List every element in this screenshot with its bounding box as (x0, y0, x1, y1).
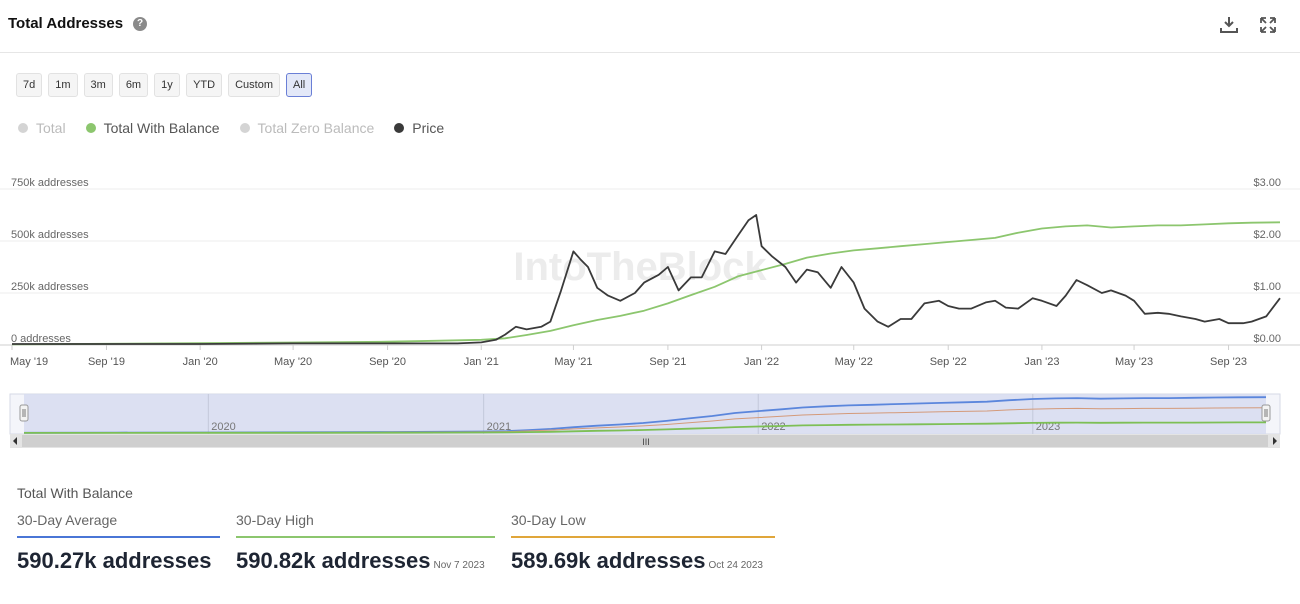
stat-high-value: 590.82k addresses Nov 7 2023 (236, 548, 485, 573)
stat-low-date: Oct 24 2023 (708, 560, 763, 571)
y-right-tick: $2.00 (1253, 229, 1281, 241)
legend-label: Total With Balance (103, 120, 220, 136)
stat-average: 30-Day Average 590.27k addresses (17, 512, 220, 574)
navigator-left-handle[interactable] (19, 404, 29, 422)
navigator-year-label: 2020 (211, 421, 235, 433)
x-tick-label: May '19 (10, 356, 48, 368)
x-tick-label: May '21 (554, 356, 592, 368)
legend-item-total-zero-balance[interactable]: Total Zero Balance (239, 120, 375, 136)
x-tick-label: May '22 (835, 356, 873, 368)
stat-high-label: 30-Day High (236, 512, 495, 538)
card-header: Total Addresses ? (0, 0, 1300, 53)
range-button-all[interactable]: All (286, 73, 313, 97)
range-button-6m[interactable]: 6m (118, 73, 149, 97)
y-left-tick: 250k addresses (11, 281, 89, 293)
legend-item-total[interactable]: Total (18, 120, 66, 136)
stat-low: 30-Day Low 589.69k addresses Oct 24 2023 (511, 512, 775, 574)
y-left-tick: 500k addresses (11, 229, 89, 241)
legend-item-price[interactable]: Price (394, 120, 444, 136)
legend-label: Total (36, 120, 66, 136)
scroll-left-arrow-icon[interactable] (13, 437, 17, 445)
scroll-right-arrow-icon[interactable] (1273, 437, 1277, 445)
x-tick-label: Sep '23 (1210, 356, 1247, 368)
download-icon[interactable] (1218, 14, 1240, 36)
chart-legend: Total Total With Balance Total Zero Balanc… (18, 120, 444, 136)
x-tick-label: Jan '21 (464, 356, 499, 368)
x-tick-label: May '20 (274, 356, 312, 368)
stat-average-value: 590.27k addresses (17, 548, 212, 573)
legend-dot (18, 123, 28, 133)
x-tick-label: Jan '22 (744, 356, 779, 368)
legend-label: Total Zero Balance (257, 120, 375, 136)
navigator-right-handle[interactable] (1261, 404, 1271, 422)
navigator-year-label: 2023 (1036, 421, 1060, 433)
legend-label: Price (412, 120, 445, 136)
stats-title: Total With Balance (17, 485, 133, 501)
range-button-ytd[interactable]: YTD (186, 73, 223, 97)
x-tick-label: Jan '20 (183, 356, 218, 368)
range-button-1y[interactable]: 1y (154, 73, 181, 97)
x-tick-label: Sep '19 (88, 356, 125, 368)
legend-item-total-with-balance[interactable]: Total With Balance (85, 120, 220, 136)
stat-low-label: 30-Day Low (511, 512, 775, 538)
range-button-7d[interactable]: 7d (16, 73, 43, 97)
scrollbar-thumb[interactable] (22, 435, 1268, 447)
watermark-logo: IntoTheBlock (513, 245, 767, 289)
stat-average-label: 30-Day Average (17, 512, 220, 538)
help-icon[interactable]: ? (133, 17, 147, 31)
x-tick-label: Sep '21 (649, 356, 686, 368)
range-button-1m[interactable]: 1m (48, 73, 78, 97)
main-chart: 0 addresses 250k addresses 500k addresses 7… (0, 177, 1300, 368)
range-selector: 7d 1m 3m 6m 1y YTD Custom All (16, 73, 313, 97)
navigator-selection[interactable] (24, 394, 1266, 434)
y-right-tick: $1.00 (1253, 281, 1281, 293)
range-button-custom[interactable]: Custom (228, 73, 280, 97)
y-right-tick: $0.00 (1253, 333, 1281, 345)
y-right-tick: $3.00 (1253, 177, 1281, 189)
y-left-tick: 750k addresses (11, 177, 89, 189)
navigator-line-with-balance (24, 421, 1266, 434)
stat-high: 30-Day High 590.82k addresses Nov 7 2023 (236, 512, 495, 574)
legend-dot (239, 123, 250, 133)
x-tick-label: Jan '23 (1024, 356, 1059, 368)
range-button-3m[interactable]: 3m (83, 73, 113, 97)
x-tick-label: May '23 (1115, 356, 1153, 368)
stat-low-value: 589.69k addresses Oct 24 2023 (511, 548, 763, 573)
series-line-price (12, 214, 1281, 345)
navigator-year-label: 2021 (487, 421, 511, 433)
legend-dot (85, 123, 96, 133)
legend-dot (394, 123, 405, 133)
y-left-tick: 0 addresses (11, 333, 71, 345)
scrollbar-grip: III (642, 437, 650, 447)
stat-high-date: Nov 7 2023 (433, 560, 485, 571)
x-tick-label: Sep '20 (369, 356, 406, 368)
fullscreen-icon[interactable] (1257, 14, 1279, 36)
x-tick-label: Sep '22 (930, 356, 967, 368)
page-title: Total Addresses (8, 15, 124, 32)
